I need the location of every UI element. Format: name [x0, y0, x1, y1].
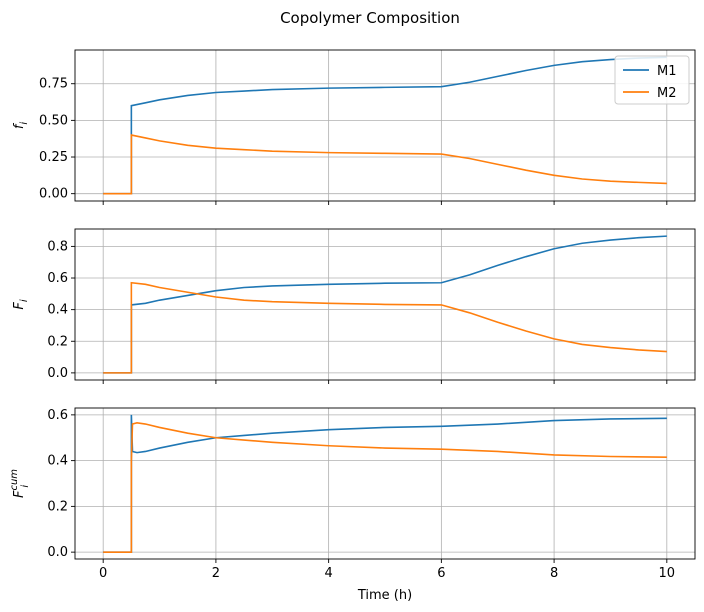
- axes-frame: [74, 228, 696, 381]
- y-axis-label-sub: i: [19, 299, 30, 302]
- y-axis-label-sub: i: [19, 122, 30, 125]
- y-tick-label: 0.0: [47, 366, 68, 381]
- y-axis-label-base: F: [12, 302, 27, 310]
- x-tick-label: 4: [324, 566, 332, 581]
- x-tick-label: 10: [659, 566, 676, 581]
- legend-box: [614, 55, 690, 105]
- axes-frame: [74, 49, 696, 202]
- y-axis-label: Fi: [12, 299, 30, 309]
- legend-label-m2: M2: [657, 86, 677, 101]
- y-axis-label-sub: i: [20, 485, 31, 488]
- y-axis-label-sup: cum: [9, 469, 20, 491]
- panel-Fi-cum: 0.0 0.2 0.4 0.6 0 2 4 6 8 10 Fcumi: [9, 407, 696, 581]
- series-line-m1: [103, 414, 667, 553]
- y-axis-label: fi: [12, 122, 30, 130]
- y-tick-label: 0.2: [47, 499, 68, 514]
- y-tick-label: 0.75: [39, 77, 68, 92]
- x-tick-label: 6: [437, 566, 445, 581]
- series-line-m2: [103, 134, 667, 195]
- y-tick-label: 0.0: [47, 545, 68, 560]
- y-tick-label: 0.50: [39, 113, 68, 128]
- x-tick-label: 2: [212, 566, 220, 581]
- y-tick-label: 0.00: [39, 187, 68, 202]
- y-axis-label-base: f: [12, 122, 27, 129]
- y-tick-label: 0.4: [47, 303, 68, 318]
- y-tick-label: 0.4: [47, 454, 68, 469]
- axes-frame: [74, 407, 696, 560]
- series-line-m1: [103, 235, 667, 374]
- series-line-m1: [103, 56, 667, 195]
- x-tick-label: 0: [99, 566, 107, 581]
- y-tick-label: 0.8: [47, 239, 68, 254]
- x-tick-label: 8: [550, 566, 558, 581]
- y-tick-label: 0.2: [47, 334, 68, 349]
- panel-Fi: 0.0 0.2 0.4 0.6 0.8 Fi: [12, 228, 696, 384]
- y-axis-label-base: F: [12, 490, 27, 498]
- y-tick-label: 0.25: [39, 150, 68, 165]
- figure-title: Copolymer Composition: [280, 9, 460, 27]
- series-line-m2: [103, 422, 667, 553]
- y-tick-label: 0.6: [47, 408, 68, 423]
- x-axis-label: Time (h): [357, 588, 412, 603]
- legend-label-m1: M1: [657, 64, 677, 79]
- series-line-m2: [103, 281, 667, 374]
- y-tick-label: 0.6: [47, 271, 68, 286]
- y-axis-label: Fcumi: [9, 469, 31, 498]
